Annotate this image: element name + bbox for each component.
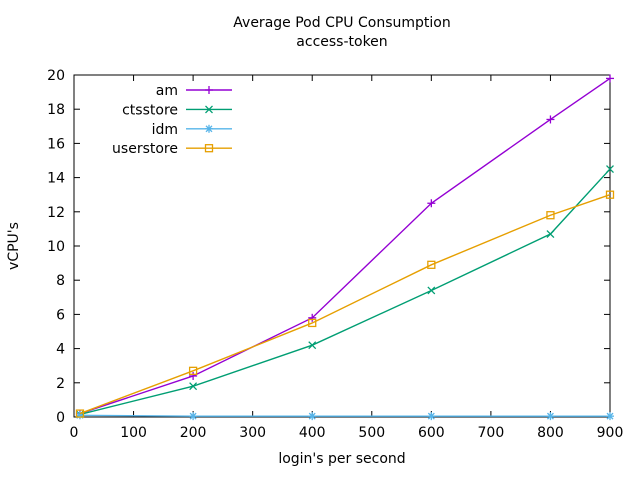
chart-title-block: Average Pod CPU Consumption access-token [44, 14, 640, 52]
legend-label-am: am [156, 83, 178, 99]
chart-subtitle: access-token [296, 34, 388, 50]
series-line-userstore [79, 194, 611, 415]
x-tick-label: 600 [418, 425, 445, 441]
x-tick-label: 700 [478, 425, 505, 441]
series-am-plus-marker [606, 74, 614, 83]
legend-item-idm: idm [152, 122, 232, 138]
x-tick-label: 100 [120, 425, 147, 441]
x-axis-label: login's per second [278, 451, 406, 467]
series-idm-asterisk-marker [427, 412, 436, 421]
series-idm-asterisk-marker [606, 412, 614, 421]
x-tick-label: 0 [70, 425, 79, 441]
y-tick-label: 8 [56, 273, 65, 289]
series-am-plus-marker [308, 313, 317, 322]
series-am-plus-marker [189, 371, 198, 380]
y-tick-label: 0 [56, 410, 65, 426]
legend-idm-asterisk-marker [205, 124, 213, 133]
legend-label-userstore: userstore [112, 141, 178, 157]
x-tick-label: 300 [239, 425, 266, 441]
legend-item-userstore: userstore [112, 141, 232, 157]
y-tick-label: 2 [56, 376, 65, 392]
series-userstore-square-marker [546, 211, 555, 220]
series-ctsstore-cross-marker [189, 382, 198, 391]
series-idm-asterisk-marker [308, 412, 317, 421]
x-tick-label: 400 [299, 425, 326, 441]
legend-item-am: am [156, 83, 232, 99]
y-tick-label: 12 [47, 205, 65, 221]
series-userstore-square-marker [427, 260, 436, 269]
y-tick-label: 20 [47, 68, 65, 84]
x-tick-label: 200 [180, 425, 207, 441]
legend-item-ctsstore: ctsstore [122, 102, 232, 118]
legend-userstore-square-marker [204, 144, 214, 153]
series-line-am [79, 77, 611, 415]
series-userstore-square-marker [605, 190, 615, 199]
series-ctsstore-cross-marker [427, 286, 436, 295]
x-tick-label: 800 [537, 425, 564, 441]
y-tick-label: 4 [56, 342, 65, 358]
series-userstore-square-marker [188, 366, 198, 375]
series-line-idm [79, 414, 610, 417]
y-tick-label: 16 [47, 136, 65, 152]
series-userstore-square-marker [75, 409, 85, 418]
series-ctsstore-cross-marker [308, 341, 317, 350]
legend-label-idm: idm [152, 122, 178, 138]
series-am-plus-marker [427, 199, 436, 208]
series-line-ctsstore [79, 168, 611, 416]
series-idm-asterisk-marker [189, 412, 198, 421]
y-tick-label: 10 [47, 239, 65, 255]
series-ctsstore-cross-marker [546, 230, 555, 238]
series-userstore-square-marker [308, 318, 317, 328]
legend-label-ctsstore: ctsstore [122, 102, 178, 118]
x-tick-label: 900 [597, 425, 624, 441]
chart-title: Average Pod CPU Consumption [233, 15, 451, 31]
y-tick-label: 6 [56, 307, 65, 323]
legend-am-plus-marker [205, 86, 213, 94]
legend-ctsstore-cross-marker [205, 105, 213, 114]
x-tick-label: 500 [358, 425, 385, 441]
y-tick-label: 18 [47, 102, 65, 118]
series-ctsstore-cross-marker [606, 165, 614, 174]
series-idm-asterisk-marker [546, 412, 555, 421]
series-am-plus-marker [546, 115, 555, 124]
y-tick-label: 14 [47, 171, 65, 187]
